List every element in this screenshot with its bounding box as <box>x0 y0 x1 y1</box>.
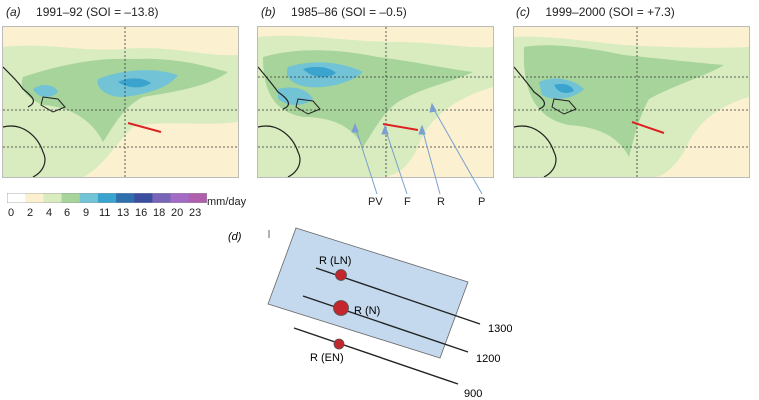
isoline-1200 <box>302 295 469 353</box>
row-label-en: R (EN) <box>310 352 344 364</box>
colorbar-tick: 16 <box>135 207 148 219</box>
panel-b-letter: (b) <box>261 5 276 19</box>
colorbar-tick: 13 <box>117 207 130 219</box>
rainfall-marker-en <box>333 338 345 350</box>
panel-b-period: 1985–86 (SOI = –0.5) <box>291 5 407 19</box>
callout-line-pv <box>354 125 378 195</box>
callout-line-r <box>421 127 441 195</box>
callout-arrowhead-f <box>381 124 389 135</box>
rainfall-map-a <box>3 27 238 177</box>
map-panel-b <box>257 26 494 178</box>
rainfall-map-b <box>258 27 493 177</box>
callout-line-p <box>431 105 483 195</box>
panel-a-title: (a) 1991–92 (SOI = –13.8) <box>6 5 158 19</box>
rainfall-marker-ln <box>335 269 347 281</box>
panel-c-title: (c) 1999–2000 (SOI = +7.3) <box>516 5 675 19</box>
colorbar-tick: 4 <box>46 207 53 219</box>
colorbar-tick: 18 <box>153 207 166 219</box>
callout-line-f <box>384 127 408 195</box>
callout-r: R <box>437 196 445 208</box>
callout-arrowhead-r <box>418 124 426 135</box>
panel-b-title: (b) 1985–86 (SOI = –0.5) <box>261 5 407 19</box>
colorbar-swatch <box>97 193 117 203</box>
colorbar-tick: 9 <box>83 207 90 219</box>
colorbar <box>7 193 207 203</box>
map-panel-a <box>2 26 239 178</box>
colorbar-unit: mm/day <box>207 196 247 208</box>
rainfall-marker-n <box>333 300 349 316</box>
colorbar-tick: 0 <box>8 207 15 219</box>
colorbar-swatch <box>170 193 190 203</box>
callout-f: F <box>404 196 411 208</box>
panel-c-letter: (c) <box>516 5 530 19</box>
colorbar-tick: 2 <box>27 207 34 219</box>
schematic-diagram: (d) R (LN) R (N) R (EN) 1300 1200 900 <box>228 227 512 400</box>
colorbar-swatch <box>188 193 207 203</box>
colorbar-swatch <box>25 193 44 203</box>
colorbar-tick: 6 <box>64 207 71 219</box>
colorbar-swatch <box>43 193 62 203</box>
colorbar-tick: 23 <box>189 207 202 219</box>
callout-arrowhead-p <box>429 102 437 113</box>
colorbar-tick: 11 <box>99 207 111 219</box>
diagram-letter: (d) <box>228 231 242 243</box>
panel-c-period: 1999–2000 (SOI = +7.3) <box>545 5 675 19</box>
row-label-ln: R (LN) <box>319 255 351 267</box>
colorbar-swatch <box>79 193 99 203</box>
colorbar-tick: 20 <box>171 207 184 219</box>
map-panel-c <box>513 26 750 178</box>
colorbar-swatch <box>134 193 153 203</box>
convergence-zone <box>267 227 469 359</box>
row-label-n: R (N) <box>354 305 380 317</box>
rainfall-map-c <box>514 27 749 177</box>
callout-arrowhead-pv <box>351 122 359 133</box>
isoline-label-900: 900 <box>464 388 482 400</box>
isoline-label-1200: 1200 <box>476 353 500 365</box>
colorbar-swatch <box>61 193 81 203</box>
callout-pv: PV <box>368 196 383 208</box>
callout-arrows <box>351 102 483 195</box>
colorbar-swatch <box>116 193 135 203</box>
panel-a-letter: (a) <box>6 5 21 19</box>
callout-p: P <box>478 196 486 208</box>
isoline-900 <box>293 327 459 385</box>
colorbar-swatch <box>7 193 26 203</box>
panel-a-period: 1991–92 (SOI = –13.8) <box>36 5 159 19</box>
isoline-label-1300: 1300 <box>488 323 512 335</box>
colorbar-swatch <box>152 193 171 203</box>
